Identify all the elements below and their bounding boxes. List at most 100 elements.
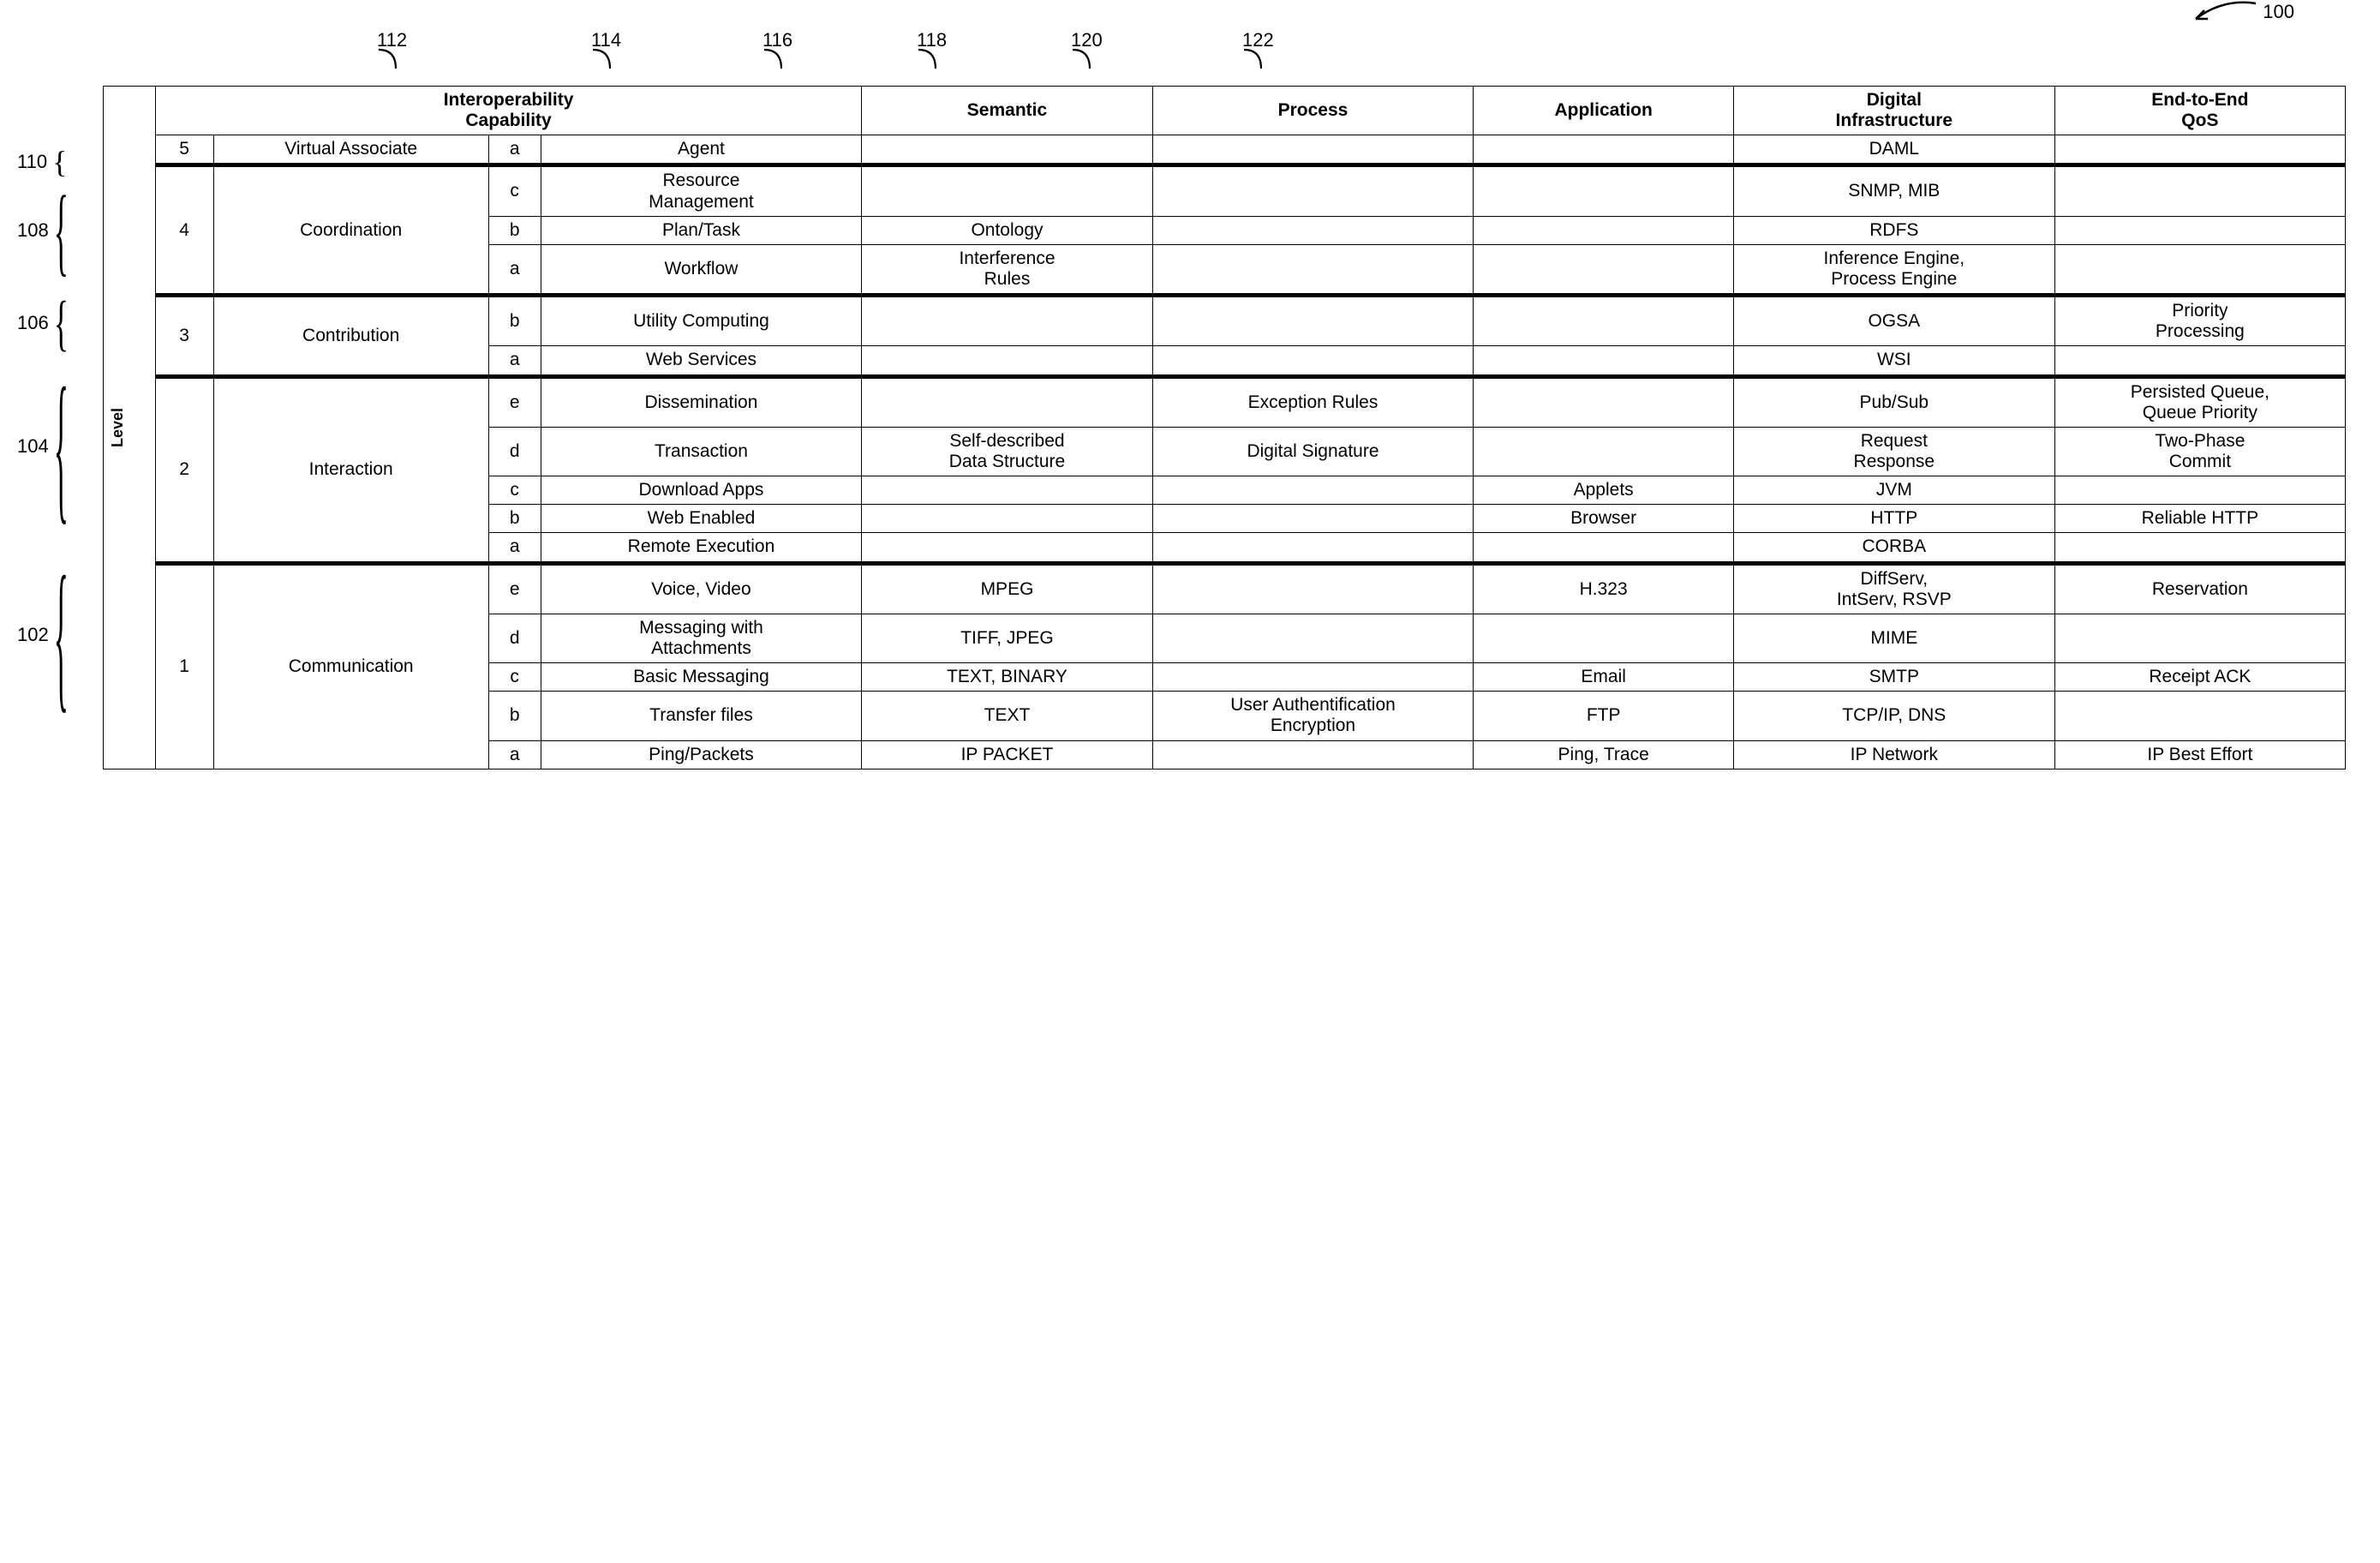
- table-row: 2InteractioneDisseminationException Rule…: [104, 376, 2346, 427]
- interoperability-table: LevelInteroperabilityCapabilitySemanticP…: [103, 86, 2346, 770]
- callout-hook-icon: [1242, 48, 1265, 70]
- process-cell: Exception Rules: [1152, 376, 1474, 427]
- sublevel: b: [488, 296, 541, 346]
- callout-hook-icon: [917, 48, 939, 70]
- qos-cell: [2054, 216, 2345, 244]
- application-cell: [1474, 427, 1733, 476]
- process-cell: Digital Signature: [1152, 427, 1474, 476]
- callout-number: 106: [17, 312, 49, 334]
- application-cell: Ping, Trace: [1474, 740, 1733, 769]
- level-header: Level: [104, 87, 156, 770]
- digital-cell: IP Network: [1733, 740, 2054, 769]
- sublevel: d: [488, 614, 541, 662]
- sublevel: a: [488, 135, 541, 165]
- digital-cell: OGSA: [1733, 296, 2054, 346]
- callout-hook-icon: [591, 48, 613, 70]
- semantic-cell: [862, 346, 1152, 376]
- process-cell: [1152, 216, 1474, 244]
- interoperability-header: InteroperabilityCapability: [155, 87, 862, 135]
- figure-label-number: 100: [2263, 1, 2294, 22]
- application-cell: [1474, 614, 1733, 662]
- sublevel: e: [488, 563, 541, 614]
- capability: Dissemination: [541, 376, 862, 427]
- capability: Remote Execution: [541, 533, 862, 563]
- qos-cell: PriorityProcessing: [2054, 296, 2345, 346]
- qos-cell: [2054, 244, 2345, 295]
- capability: Transfer files: [541, 692, 862, 740]
- process-cell: User AuthentificationEncryption: [1152, 692, 1474, 740]
- process-cell: [1152, 740, 1474, 769]
- qos-cell: [2054, 533, 2345, 563]
- process-cell: [1152, 346, 1474, 376]
- brace-icon: {: [54, 287, 69, 359]
- semantic-cell: Ontology: [862, 216, 1152, 244]
- capability: ResourceManagement: [541, 165, 862, 216]
- level-category: Communication: [213, 563, 488, 769]
- callout-number: 104: [17, 435, 49, 458]
- capability: Agent: [541, 135, 862, 165]
- digital-cell: SNMP, MIB: [1733, 165, 2054, 216]
- qos-cell: [2054, 346, 2345, 376]
- arrow-icon: [2189, 0, 2257, 26]
- process-cell: [1152, 165, 1474, 216]
- sublevel: c: [488, 476, 541, 505]
- application-cell: [1474, 244, 1733, 295]
- digital-cell: WSI: [1733, 346, 2054, 376]
- process-header: Process: [1152, 87, 1474, 135]
- digital-cell: RequestResponse: [1733, 427, 2054, 476]
- sublevel: e: [488, 376, 541, 427]
- level-category: Virtual Associate: [213, 135, 488, 165]
- qos-cell: [2054, 135, 2345, 165]
- capability: Basic Messaging: [541, 663, 862, 692]
- brace-icon: {: [54, 538, 69, 733]
- application-cell: FTP: [1474, 692, 1733, 740]
- semantic-cell: [862, 135, 1152, 165]
- application-cell: [1474, 165, 1733, 216]
- level-num: 4: [155, 165, 213, 296]
- qos-cell: Two-PhaseCommit: [2054, 427, 2345, 476]
- capability: Transaction: [541, 427, 862, 476]
- brace-icon: {: [54, 350, 69, 544]
- process-cell: [1152, 296, 1474, 346]
- sublevel: a: [488, 740, 541, 769]
- application-cell: [1474, 216, 1733, 244]
- qos-cell: Persisted Queue,Queue Priority: [2054, 376, 2345, 427]
- sublevel: c: [488, 663, 541, 692]
- application-cell: [1474, 533, 1733, 563]
- semantic-cell: [862, 476, 1152, 505]
- semantic-cell: [862, 376, 1152, 427]
- process-cell: [1152, 533, 1474, 563]
- digital-cell: DiffServ,IntServ, RSVP: [1733, 563, 2054, 614]
- semantic-cell: Self-describedData Structure: [862, 427, 1152, 476]
- process-cell: [1152, 505, 1474, 533]
- semantic-header: Semantic: [862, 87, 1152, 135]
- left-callout: 102{: [17, 617, 69, 653]
- capability: Download Apps: [541, 476, 862, 505]
- left-callout: 104{: [17, 428, 69, 464]
- figure-label-arrow: 100: [2189, 0, 2294, 26]
- digital-cell: Pub/Sub: [1733, 376, 2054, 427]
- capability: Web Enabled: [541, 505, 862, 533]
- capability: Messaging withAttachments: [541, 614, 862, 662]
- table-row: 4CoordinationcResourceManagementSNMP, MI…: [104, 165, 2346, 216]
- brace-icon: {: [54, 173, 69, 288]
- callout-number: 102: [17, 624, 49, 646]
- application-cell: [1474, 376, 1733, 427]
- qos-cell: [2054, 165, 2345, 216]
- capability: Web Services: [541, 346, 862, 376]
- callout-hook-icon: [377, 48, 399, 70]
- sublevel: a: [488, 244, 541, 295]
- digital-header: DigitalInfrastructure: [1733, 87, 2054, 135]
- semantic-cell: [862, 165, 1152, 216]
- sublevel: b: [488, 216, 541, 244]
- application-cell: [1474, 346, 1733, 376]
- digital-cell: RDFS: [1733, 216, 2054, 244]
- callout-number: 108: [17, 219, 49, 242]
- level-num: 2: [155, 376, 213, 563]
- sublevel: a: [488, 346, 541, 376]
- digital-cell: HTTP: [1733, 505, 2054, 533]
- sublevel: b: [488, 692, 541, 740]
- qos-cell: Reliable HTTP: [2054, 505, 2345, 533]
- digital-cell: TCP/IP, DNS: [1733, 692, 2054, 740]
- qos-cell: Receipt ACK: [2054, 663, 2345, 692]
